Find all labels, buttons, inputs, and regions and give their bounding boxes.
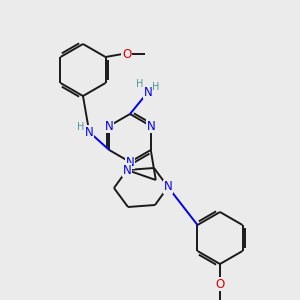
Text: H: H xyxy=(76,122,84,132)
Text: N: N xyxy=(126,155,134,169)
Text: H: H xyxy=(152,82,160,92)
Text: N: N xyxy=(164,181,172,194)
Text: H: H xyxy=(136,79,144,89)
Text: N: N xyxy=(85,125,94,139)
Text: O: O xyxy=(215,278,225,290)
Text: N: N xyxy=(144,85,152,98)
Text: N: N xyxy=(105,119,114,133)
Text: N: N xyxy=(146,119,155,133)
Text: O: O xyxy=(122,47,131,61)
Text: N: N xyxy=(123,164,131,176)
